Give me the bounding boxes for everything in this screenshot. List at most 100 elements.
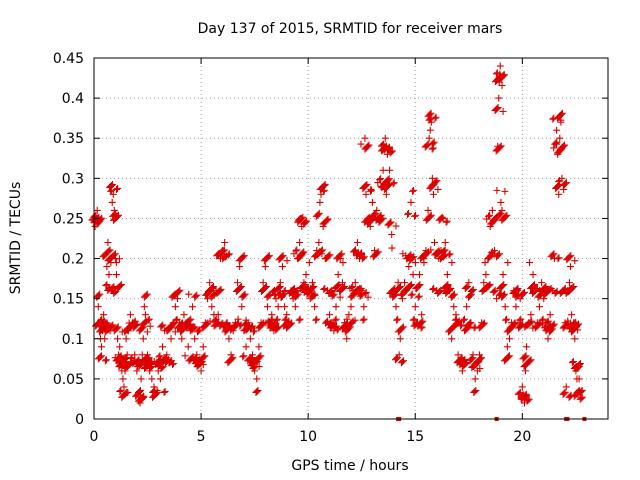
data-point xyxy=(261,263,269,271)
data-point xyxy=(224,251,232,259)
data-point xyxy=(425,134,433,142)
data-point xyxy=(244,324,252,332)
data-point xyxy=(434,185,442,193)
data-point xyxy=(459,316,467,324)
data-point xyxy=(486,281,494,289)
data-point xyxy=(438,213,446,221)
data-point xyxy=(254,386,262,394)
data-point xyxy=(113,357,121,365)
data-point xyxy=(140,392,148,400)
data-point xyxy=(418,311,426,319)
data-point xyxy=(410,186,418,194)
data-point xyxy=(318,250,326,258)
data-point xyxy=(239,353,247,361)
data-point xyxy=(479,320,487,328)
data-point xyxy=(406,282,414,290)
data-point xyxy=(253,387,261,395)
data-point xyxy=(526,259,534,267)
data-point xyxy=(495,250,503,258)
data-point xyxy=(567,252,575,260)
data-point xyxy=(411,212,419,220)
data-point xyxy=(223,319,231,327)
data-point xyxy=(281,303,289,311)
data-point xyxy=(427,118,435,126)
data-point xyxy=(352,246,360,254)
data-point xyxy=(361,134,369,142)
data-point xyxy=(488,248,496,256)
chart-title: Day 137 of 2015, SRMTID for receiver mar… xyxy=(198,21,503,37)
data-point xyxy=(110,251,118,259)
data-point xyxy=(499,72,507,80)
data-point xyxy=(554,178,562,186)
data-point xyxy=(465,320,473,328)
data-point xyxy=(142,291,150,299)
data-point xyxy=(553,140,561,148)
data-point xyxy=(190,323,198,331)
data-point xyxy=(199,343,207,351)
data-point xyxy=(443,282,451,290)
data-point xyxy=(201,352,209,360)
data-point xyxy=(448,259,456,267)
data-point xyxy=(251,362,259,370)
data-point xyxy=(112,259,120,267)
data-point xyxy=(377,175,385,183)
data-point xyxy=(408,290,416,298)
data-point xyxy=(302,218,310,226)
data-point xyxy=(496,62,504,70)
data-point xyxy=(317,190,325,198)
data-point xyxy=(405,209,413,217)
data-point xyxy=(452,311,460,319)
data-point xyxy=(146,322,154,330)
data-point xyxy=(296,315,304,323)
data-point xyxy=(363,180,371,188)
data-point xyxy=(446,250,454,258)
data-point xyxy=(558,109,566,117)
data-point xyxy=(332,303,340,311)
data-point xyxy=(337,251,345,259)
data-point xyxy=(186,316,194,324)
data-point xyxy=(301,281,309,289)
data-point xyxy=(117,281,125,289)
data-point xyxy=(492,70,500,78)
data-point xyxy=(197,367,205,375)
data-point xyxy=(423,249,431,257)
data-point xyxy=(105,285,113,293)
data-point xyxy=(253,375,261,383)
data-point xyxy=(240,352,248,360)
data-point xyxy=(382,144,390,152)
data-point xyxy=(522,352,530,360)
data-point xyxy=(295,216,303,224)
data-point xyxy=(296,239,304,247)
data-point xyxy=(396,283,404,291)
data-point xyxy=(221,239,229,247)
data-point xyxy=(444,281,452,289)
data-point xyxy=(477,355,484,363)
data-point xyxy=(384,176,392,184)
data-point xyxy=(445,251,453,259)
data-point xyxy=(311,303,319,311)
data-point xyxy=(471,375,479,383)
data-point xyxy=(555,177,563,185)
data-point xyxy=(313,315,321,323)
data-point xyxy=(570,282,578,290)
data-point xyxy=(100,311,108,319)
data-point xyxy=(379,166,387,174)
data-point xyxy=(167,335,175,343)
data-point xyxy=(550,144,558,152)
data-point xyxy=(126,311,134,319)
data-point xyxy=(236,283,244,291)
data-point xyxy=(181,352,189,360)
data-point xyxy=(460,315,468,323)
data-point xyxy=(209,291,217,299)
data-point xyxy=(163,357,171,365)
data-point xyxy=(469,285,477,293)
data-point xyxy=(236,263,244,271)
data-point xyxy=(448,335,456,343)
data-point xyxy=(334,282,342,290)
data-point xyxy=(325,252,333,260)
data-point xyxy=(338,250,346,258)
data-point xyxy=(343,335,351,343)
data-point xyxy=(493,105,501,113)
data-point xyxy=(562,179,570,187)
data-point xyxy=(103,263,111,271)
